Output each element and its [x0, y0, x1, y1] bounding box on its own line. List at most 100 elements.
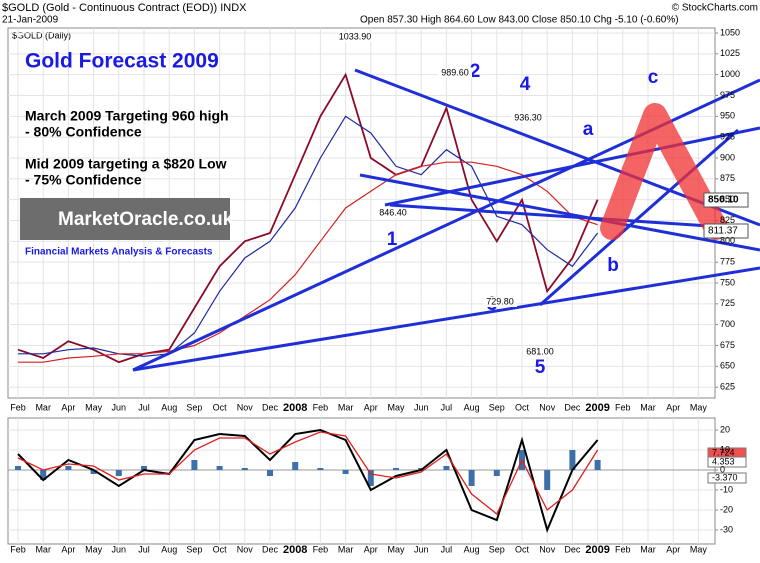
- y-tick-label: 1000: [720, 69, 740, 79]
- x-tick-label: Mar: [35, 544, 51, 554]
- x-tick-label: May: [85, 544, 103, 554]
- x-tick-label: Jul: [138, 402, 150, 412]
- wave-label: 1: [387, 229, 398, 250]
- x-tick-label: 2009: [585, 544, 609, 556]
- price-label: 846.40: [379, 207, 407, 217]
- forecast-path: [600, 103, 728, 240]
- trend-lines: [132, 68, 760, 372]
- x-tick-label: Sep: [186, 544, 202, 554]
- x-tick-label: Oct: [515, 544, 530, 554]
- histogram-bar: [443, 466, 450, 470]
- x-tick-label: Mar: [338, 402, 354, 412]
- x-tick-label: Nov: [237, 544, 254, 554]
- x-tick-label: Mar: [640, 402, 656, 412]
- y-tick-label: 875: [720, 173, 735, 183]
- date: 21-Jan-2009: [2, 15, 59, 26]
- x-tick-label: Jun: [414, 544, 429, 554]
- y-tick-label: 675: [720, 340, 735, 350]
- histogram-bar: [65, 466, 72, 470]
- x-tick-label: Apr: [61, 544, 75, 554]
- histogram-bar: [317, 468, 324, 470]
- logo-tagline: Financial Markets Analysis & Forecasts: [25, 247, 213, 258]
- y-tick-label: 650: [720, 361, 735, 371]
- y-tick-label: 725: [720, 298, 735, 308]
- x-tick-label: Oct: [213, 544, 228, 554]
- x-tick-label: Feb: [313, 544, 329, 554]
- x-tick-label: Mar: [640, 544, 656, 554]
- x-tick-label: Apr: [61, 402, 75, 412]
- price-tag-label: 811.37: [708, 226, 738, 237]
- price-label-bg: [523, 347, 557, 357]
- x-tick-label: Apr: [364, 544, 378, 554]
- price-label-bg: [483, 297, 517, 307]
- x-tick-label: Aug: [161, 544, 177, 554]
- y-tick-label: -30: [720, 524, 733, 534]
- logo-box: [20, 198, 230, 240]
- wave-label: c: [648, 67, 659, 88]
- macd-tag-label: 7.724: [712, 447, 735, 457]
- histogram-bar: [393, 468, 399, 470]
- y-tick-label: 1050: [720, 27, 740, 37]
- x-tick-label: Apr: [666, 402, 680, 412]
- histogram-bar: [468, 470, 475, 486]
- x-tick-label: Aug: [464, 402, 480, 412]
- price-tag: [703, 192, 749, 208]
- x-tick-label: May: [690, 544, 708, 554]
- y-tick-label: 825: [720, 215, 735, 225]
- x-tick-label: Feb: [615, 544, 631, 554]
- x-tick-label: May: [85, 402, 103, 412]
- histogram-bar: [342, 470, 349, 474]
- x-tick-label: Mar: [338, 544, 354, 554]
- wave-label: 4: [520, 74, 531, 95]
- histogram-bar: [493, 470, 500, 476]
- x-tick-label: Feb: [10, 402, 26, 412]
- price-label: 1033.90: [339, 31, 372, 41]
- macd-tag-label: 4.353: [712, 456, 735, 466]
- credit: © StockCharts.com: [672, 3, 758, 14]
- histogram-bar: [90, 470, 97, 474]
- x-tick-label: Dec: [564, 402, 581, 412]
- macd-tag: [707, 456, 747, 468]
- note: - 80% Confidence: [25, 124, 142, 140]
- x-tick-label: Nov: [539, 544, 556, 554]
- y-tick-label: -20: [720, 504, 733, 514]
- y-tick-label: 925: [720, 132, 735, 142]
- x-tick-label: Dec: [262, 402, 279, 412]
- note: Mid 2009 targeting a $820 Low: [25, 156, 227, 172]
- price-label: 989.60: [441, 67, 469, 77]
- y-tick-label: 625: [720, 382, 735, 392]
- price-label-bg: [338, 32, 372, 42]
- x-tick-label: Aug: [161, 402, 177, 412]
- panel-title: $GOLD (Daily): [12, 30, 71, 40]
- price-label: 936.30: [514, 112, 542, 122]
- x-tick-label: Jul: [138, 544, 150, 554]
- y-tick-label: 1025: [720, 48, 740, 58]
- x-tick-label: Jun: [112, 544, 127, 554]
- macd-tag-label: -3.370: [712, 472, 738, 482]
- x-tick-label: Mar: [35, 402, 51, 412]
- wave-label: 2: [470, 61, 481, 82]
- histogram-bar: [367, 470, 374, 486]
- x-tick-label: Sep: [489, 402, 505, 412]
- price-label-bg: [376, 208, 410, 218]
- x-tick-label: May: [387, 544, 405, 554]
- x-tick-label: Feb: [10, 544, 26, 554]
- macd-tag: [707, 472, 747, 484]
- price-label-bg: [511, 113, 545, 123]
- price-label-bg: [438, 68, 472, 78]
- y-tick-label: 900: [720, 152, 735, 162]
- y-tick-label: 800: [720, 236, 735, 246]
- macd-line: [17, 428, 599, 534]
- x-tick-label: Dec: [564, 544, 581, 554]
- x-tick-label: Jun: [112, 402, 127, 412]
- histogram-bar: [115, 470, 122, 476]
- x-tick-label: May: [690, 402, 708, 412]
- x-tick-label: Jul: [441, 544, 453, 554]
- x-tick-label: Sep: [186, 402, 202, 412]
- trend-line: [539, 128, 739, 307]
- x-tick-label: 2008: [283, 544, 307, 556]
- price-tag-label: 850.10: [708, 195, 739, 206]
- wave-label: a: [583, 119, 594, 140]
- x-tick-label: Dec: [262, 544, 279, 554]
